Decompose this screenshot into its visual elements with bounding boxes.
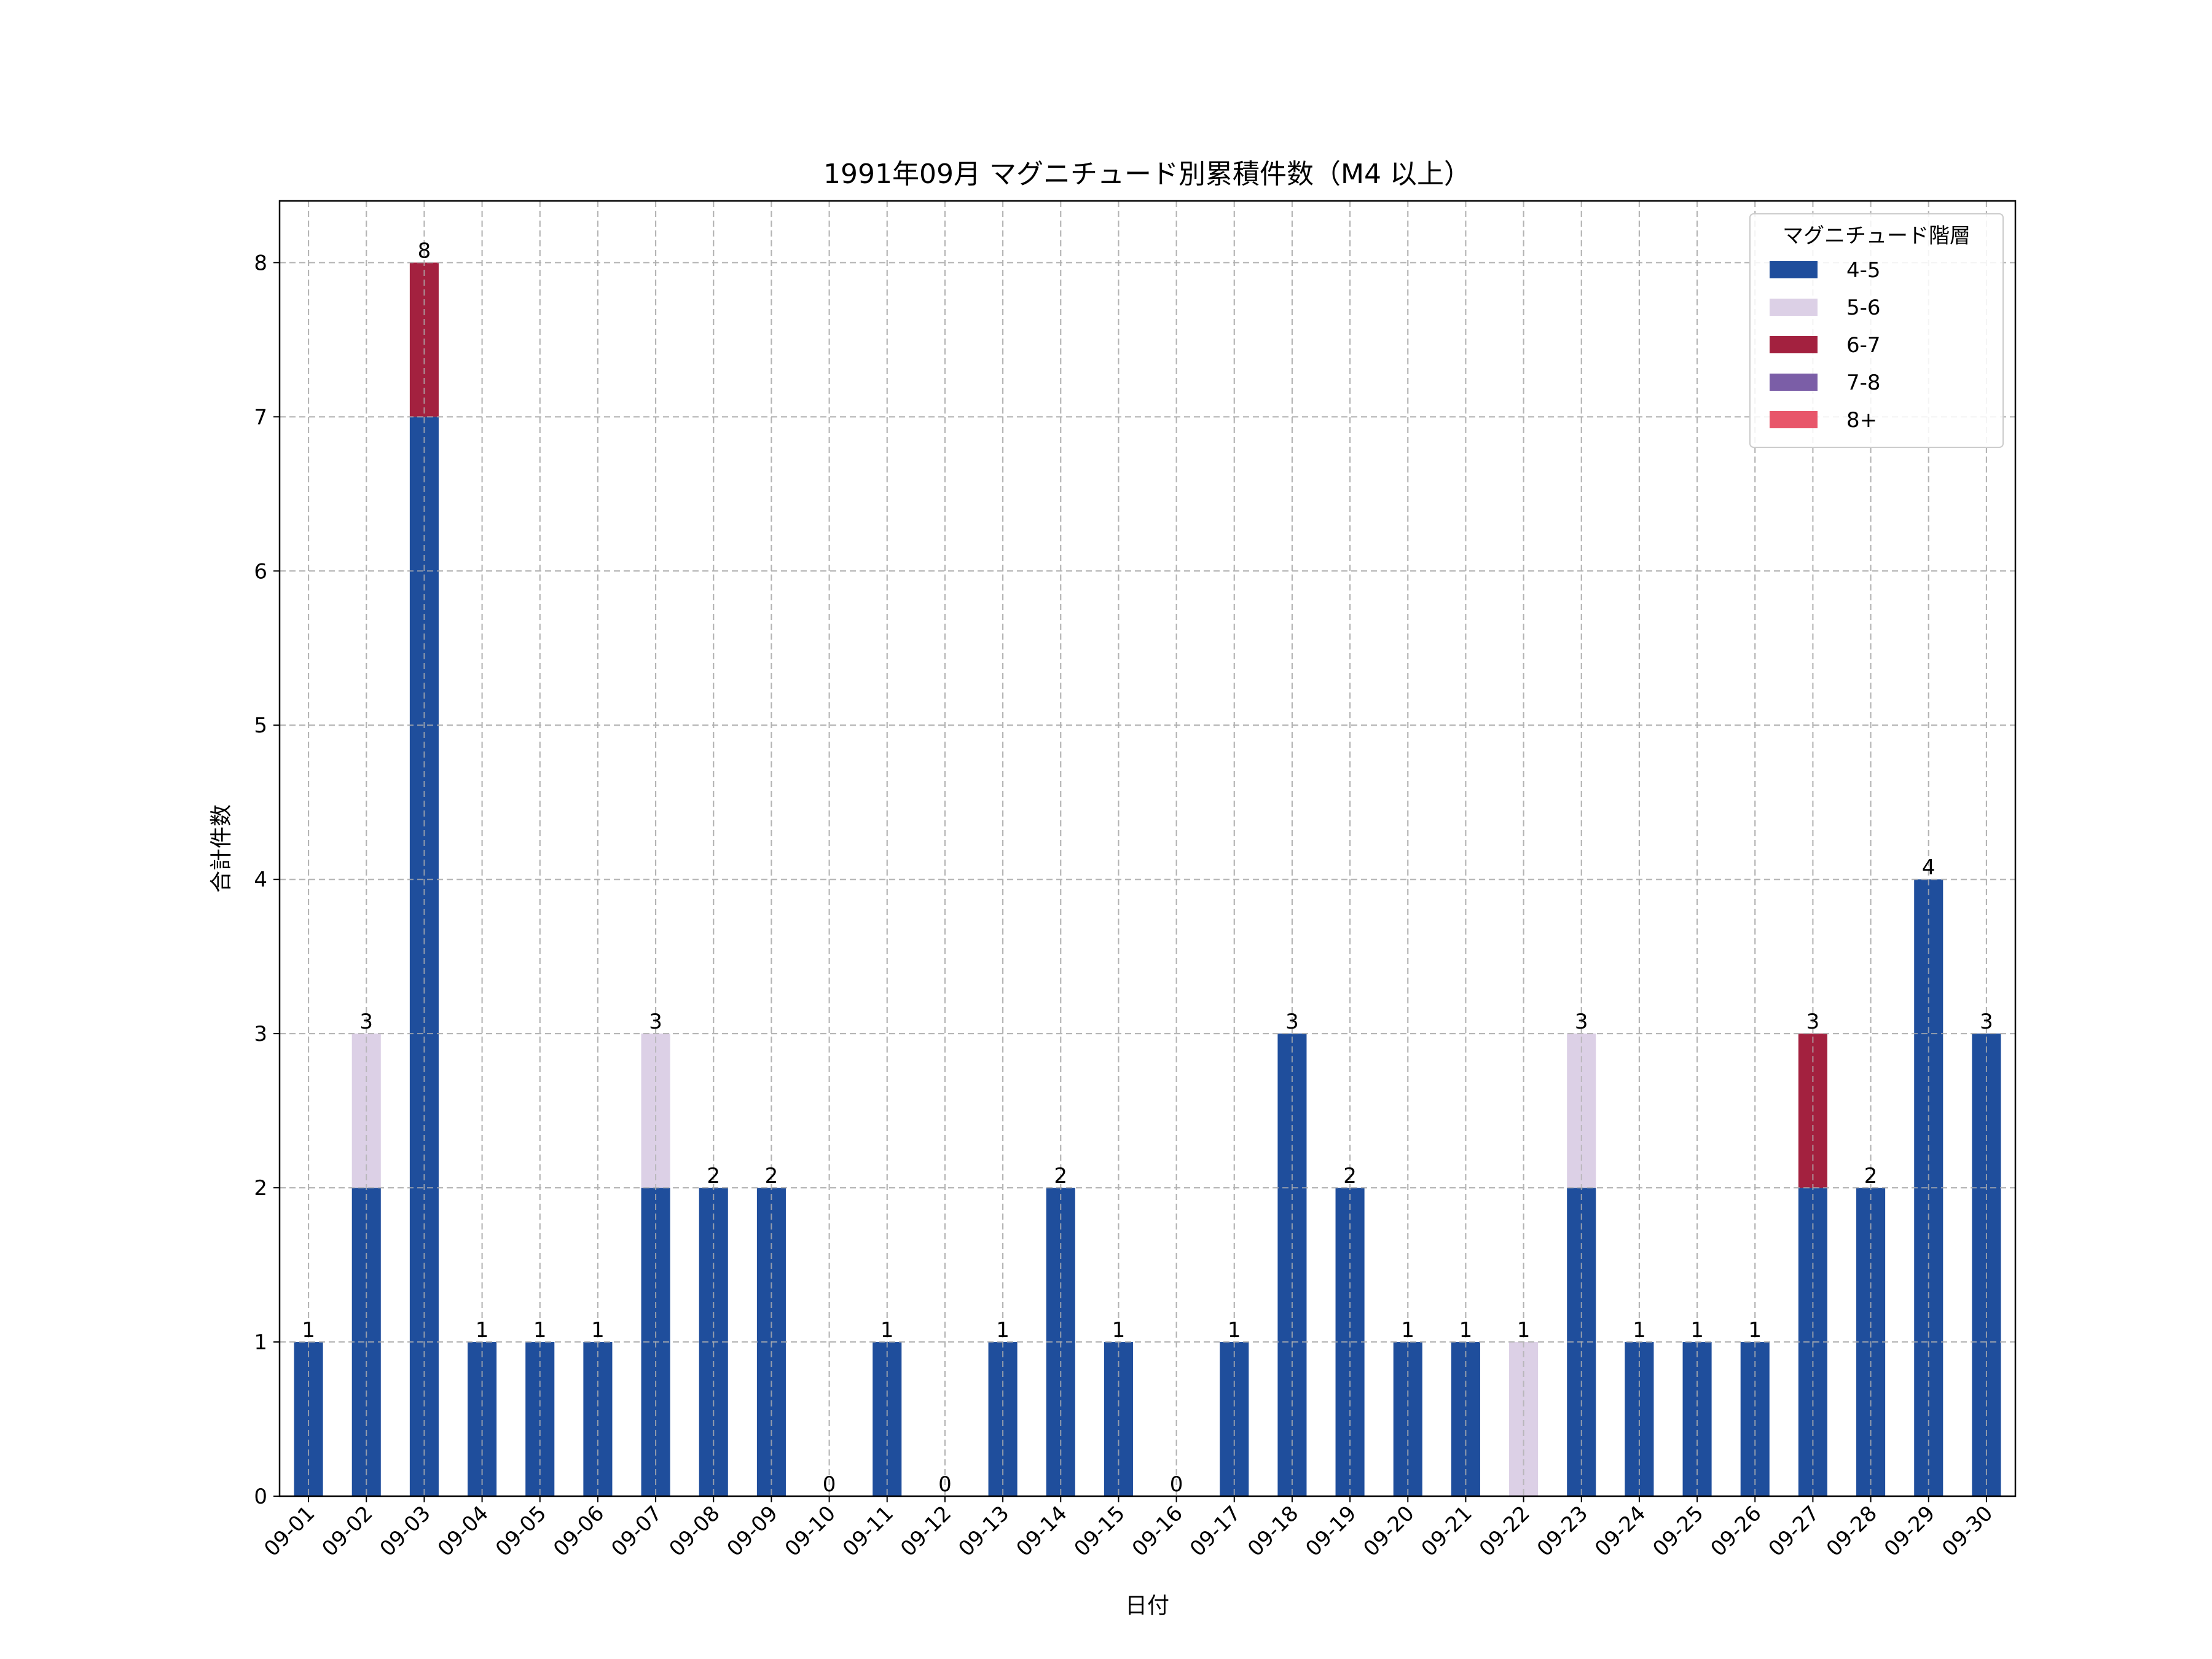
- bar-total-label: 0: [823, 1472, 836, 1497]
- bar-total-label: 1: [996, 1318, 1010, 1343]
- legend-label: 6-7: [1846, 333, 1881, 358]
- bar-total-label: 2: [707, 1164, 720, 1188]
- y-tick-label: 4: [254, 868, 267, 892]
- bar-total-label: 1: [1401, 1318, 1414, 1343]
- legend-title: マグニチュード階層: [1783, 224, 1971, 248]
- bar-total-label: 1: [1112, 1318, 1126, 1343]
- y-tick-label: 5: [254, 713, 267, 738]
- y-axis-label: 合計件数: [209, 804, 234, 893]
- legend-swatch: [1770, 411, 1818, 428]
- bar-total-label: 8: [418, 238, 431, 263]
- bar-total-label: 1: [1748, 1318, 1762, 1343]
- legend-swatch: [1770, 261, 1818, 278]
- bar-total-label: 1: [591, 1318, 605, 1343]
- bar-total-label: 2: [1054, 1164, 1067, 1188]
- bar-total-label: 3: [1285, 1010, 1299, 1034]
- bar-total-label: 3: [1806, 1010, 1820, 1034]
- y-tick-label: 0: [254, 1484, 267, 1509]
- legend-swatch: [1770, 336, 1818, 353]
- y-tick-label: 2: [254, 1176, 267, 1201]
- bar-total-label: 1: [1459, 1318, 1473, 1343]
- bar-total-label: 1: [1690, 1318, 1704, 1343]
- bar-total-label: 1: [302, 1318, 315, 1343]
- bar-total-label: 2: [1343, 1164, 1357, 1188]
- bar-total-label: 2: [1864, 1164, 1878, 1188]
- x-axis-label: 日付: [1125, 1593, 1169, 1618]
- bar-total-label: 3: [1980, 1010, 1993, 1034]
- legend: マグニチュード階層 4-5 5-6 6-7 7-8 8+: [1749, 213, 2004, 448]
- bar-total-label: 2: [765, 1164, 779, 1188]
- bar-total-label: 3: [1575, 1010, 1588, 1034]
- bar-total-label: 1: [533, 1318, 547, 1343]
- legend-entries: 4-5 5-6 6-7 7-8 8+: [1770, 258, 1881, 433]
- legend-swatch: [1770, 299, 1818, 316]
- legend-swatch: [1770, 374, 1818, 391]
- y-tick-label: 7: [254, 405, 267, 429]
- y-tick-label: 3: [254, 1022, 267, 1046]
- bar-total-label: 0: [1170, 1472, 1183, 1497]
- bar-total-label: 3: [359, 1010, 373, 1034]
- y-tick-label: 6: [254, 559, 267, 584]
- bar-total-label: 1: [880, 1318, 894, 1343]
- bar-labels: 1 3 8 1 1 1 3 2 2 0 1 0 1 2 1 0 1 3 2 1 1 1 3 1 1 1 3 2 4 3: [302, 238, 1993, 1497]
- bar-total-label: 1: [1228, 1318, 1241, 1343]
- y-axis: 0 1 2 3 4 5 6 7 8: [254, 251, 280, 1509]
- legend-label: 4-5: [1846, 258, 1881, 283]
- plot-frame: [278, 200, 2017, 1497]
- legend-label: 5-6: [1846, 296, 1881, 320]
- legend-label: 8+: [1846, 408, 1877, 433]
- bar-total-label: 1: [476, 1318, 489, 1343]
- y-tick-label: 8: [254, 251, 267, 275]
- bar-total-label: 4: [1922, 855, 1936, 880]
- chart-title: 1991年09月 マグニチュード別累積件数（M4 以上）: [823, 159, 1471, 190]
- bar-total-label: 0: [938, 1472, 952, 1497]
- legend-label: 7-8: [1846, 371, 1881, 395]
- bar-total-label: 1: [1633, 1318, 1646, 1343]
- y-tick-label: 1: [254, 1330, 267, 1355]
- bar-total-label: 3: [649, 1010, 662, 1034]
- bar-total-label: 1: [1517, 1318, 1531, 1343]
